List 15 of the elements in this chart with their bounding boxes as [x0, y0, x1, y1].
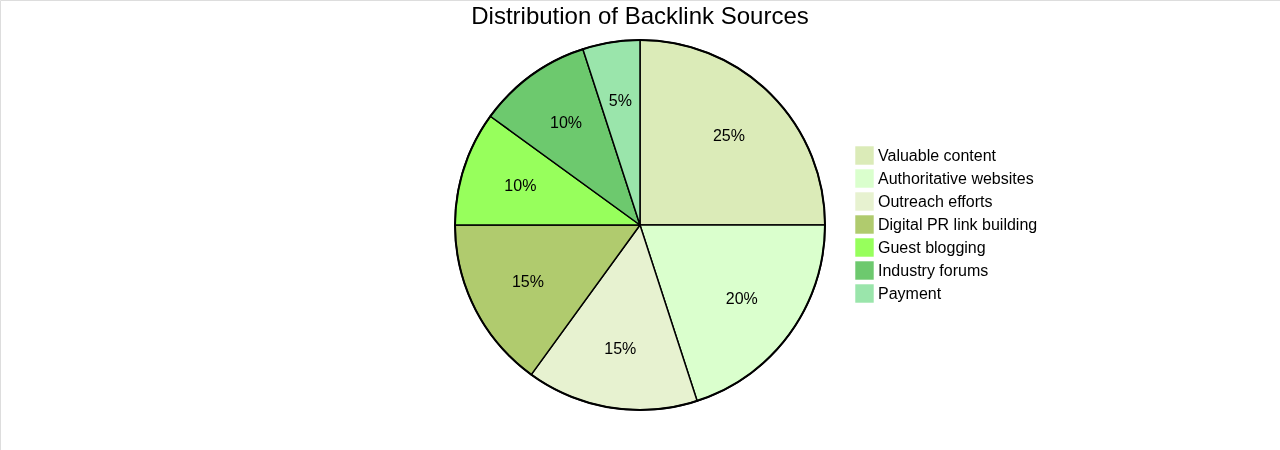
legend-label: Digital PR link building — [878, 215, 1038, 233]
legend-label: Outreach efforts — [878, 192, 993, 210]
legend-label: Authoritative websites — [878, 169, 1034, 187]
data-label: 10% — [550, 114, 583, 132]
legend-label: Industry forums — [878, 261, 989, 279]
legend-label: Valuable content — [878, 146, 997, 164]
data-label: 15% — [604, 340, 637, 358]
legend-label: Guest blogging — [878, 238, 986, 256]
data-label: 20% — [725, 289, 758, 307]
data-label: 25% — [712, 127, 745, 145]
data-label: 15% — [511, 273, 544, 291]
data-label: 5% — [608, 91, 632, 109]
chart-title: Distribution of Backlink Sources — [471, 2, 809, 29]
data-label: 10% — [504, 177, 537, 195]
legend-label: Payment — [878, 284, 942, 302]
